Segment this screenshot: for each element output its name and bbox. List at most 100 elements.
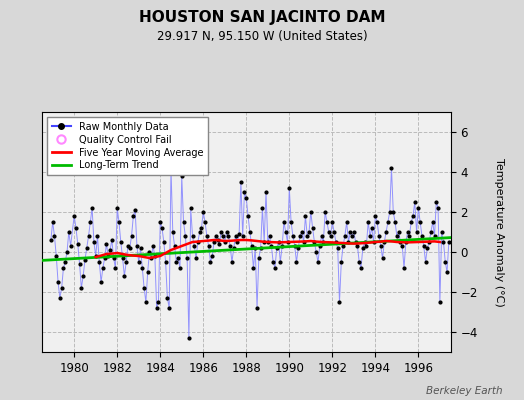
Point bbox=[310, 239, 319, 245]
Point bbox=[401, 239, 410, 245]
Point bbox=[445, 239, 453, 245]
Point bbox=[429, 219, 437, 225]
Point bbox=[88, 205, 96, 211]
Point bbox=[305, 229, 313, 235]
Point bbox=[391, 219, 399, 225]
Point bbox=[400, 265, 408, 271]
Point bbox=[355, 259, 364, 265]
Point bbox=[272, 245, 281, 251]
Point bbox=[126, 245, 134, 251]
Point bbox=[86, 219, 94, 225]
Point bbox=[222, 229, 231, 235]
Point bbox=[324, 229, 333, 235]
Point bbox=[136, 245, 145, 251]
Point bbox=[213, 237, 222, 243]
Point bbox=[206, 259, 215, 265]
Point bbox=[407, 219, 416, 225]
Point bbox=[414, 205, 422, 211]
Point bbox=[258, 205, 267, 211]
Point bbox=[423, 245, 432, 251]
Point bbox=[156, 219, 165, 225]
Point bbox=[287, 219, 296, 225]
Point bbox=[289, 233, 297, 239]
Point bbox=[75, 261, 84, 267]
Point bbox=[238, 233, 247, 239]
Point bbox=[403, 229, 412, 235]
Point bbox=[210, 239, 218, 245]
Point bbox=[361, 239, 369, 245]
Point bbox=[215, 241, 224, 247]
Point bbox=[409, 213, 417, 219]
Point bbox=[203, 233, 211, 239]
Point bbox=[149, 243, 157, 249]
Point bbox=[315, 243, 324, 249]
Point bbox=[79, 273, 88, 279]
Point bbox=[389, 209, 398, 215]
Point bbox=[95, 259, 103, 265]
Point bbox=[280, 219, 288, 225]
Point bbox=[418, 233, 426, 239]
Point bbox=[298, 229, 306, 235]
Point bbox=[231, 233, 239, 239]
Point bbox=[251, 245, 259, 251]
Point bbox=[194, 239, 202, 245]
Point bbox=[344, 239, 353, 245]
Point bbox=[318, 233, 326, 239]
Point bbox=[434, 205, 442, 211]
Point bbox=[411, 199, 419, 205]
Point bbox=[443, 269, 451, 275]
Point bbox=[224, 233, 233, 239]
Point bbox=[212, 233, 220, 239]
Point bbox=[241, 189, 249, 195]
Point bbox=[217, 229, 225, 235]
Point bbox=[161, 259, 170, 265]
Point bbox=[172, 259, 181, 265]
Point bbox=[328, 219, 336, 225]
Point bbox=[387, 165, 396, 171]
Point bbox=[438, 229, 446, 235]
Point bbox=[278, 243, 286, 249]
Point bbox=[260, 239, 268, 245]
Point bbox=[107, 237, 116, 243]
Point bbox=[147, 255, 156, 261]
Point bbox=[197, 225, 205, 231]
Point bbox=[174, 255, 182, 261]
Point bbox=[104, 253, 113, 259]
Point bbox=[99, 265, 107, 271]
Point bbox=[127, 233, 136, 239]
Point bbox=[102, 241, 111, 247]
Point bbox=[377, 243, 385, 249]
Point bbox=[154, 299, 162, 305]
Point bbox=[386, 209, 394, 215]
Point bbox=[63, 249, 71, 255]
Point bbox=[348, 233, 356, 239]
Text: Berkeley Earth: Berkeley Earth bbox=[427, 386, 503, 396]
Point bbox=[395, 229, 403, 235]
Point bbox=[416, 219, 424, 225]
Point bbox=[145, 249, 154, 255]
Point bbox=[219, 233, 227, 239]
Point bbox=[357, 265, 365, 271]
Point bbox=[369, 239, 378, 245]
Point bbox=[246, 229, 254, 235]
Point bbox=[176, 265, 184, 271]
Point bbox=[262, 189, 270, 195]
Point bbox=[267, 243, 276, 249]
Point bbox=[221, 239, 229, 245]
Point bbox=[296, 233, 304, 239]
Point bbox=[111, 265, 119, 271]
Point bbox=[83, 245, 91, 251]
Point bbox=[92, 253, 100, 259]
Legend: Raw Monthly Data, Quality Control Fail, Five Year Moving Average, Long-Term Tren: Raw Monthly Data, Quality Control Fail, … bbox=[47, 117, 208, 175]
Point bbox=[235, 231, 243, 237]
Point bbox=[167, 165, 175, 171]
Point bbox=[299, 239, 308, 245]
Point bbox=[314, 259, 322, 265]
Point bbox=[335, 299, 344, 305]
Point bbox=[183, 255, 191, 261]
Point bbox=[106, 247, 114, 253]
Point bbox=[362, 243, 370, 249]
Point bbox=[330, 229, 339, 235]
Point bbox=[371, 213, 379, 219]
Point bbox=[366, 233, 374, 239]
